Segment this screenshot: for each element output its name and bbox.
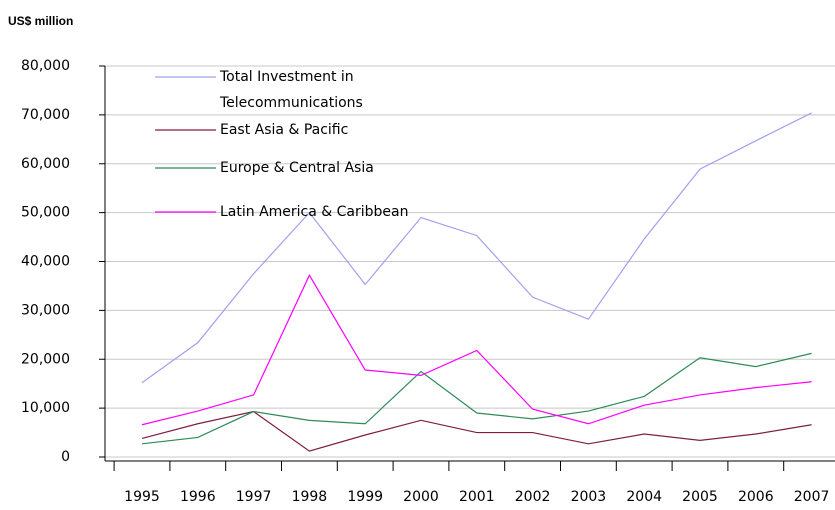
y-tick-label: 80,000: [21, 58, 70, 74]
y-tick-label: 50,000: [21, 205, 70, 221]
y-tick-label: 70,000: [21, 107, 70, 123]
legend-label: East Asia & Pacific: [220, 122, 349, 138]
x-tick-label: 2003: [571, 489, 607, 505]
y-tick-label: 20,000: [21, 351, 70, 367]
x-tick-label: 1998: [292, 489, 328, 505]
legend-label: Latin America & Caribbean: [220, 204, 409, 220]
x-tick-label: 2004: [626, 489, 662, 505]
x-tick-label: 2005: [682, 489, 718, 505]
legend-label: Total Investment in Telecommunications: [220, 69, 363, 111]
x-tick-label: 2006: [738, 489, 774, 505]
series-line: [141, 352, 812, 445]
series-line: [141, 112, 812, 384]
x-tick-label: 1997: [236, 489, 272, 505]
x-tick-label: 1996: [180, 489, 216, 505]
x-tick-label: 2001: [459, 489, 495, 505]
x-tick-label: 1995: [124, 489, 160, 505]
series-line: [141, 273, 812, 426]
x-tick-label: 2000: [403, 489, 439, 505]
x-tick-label: 1999: [347, 489, 383, 505]
y-tick-label: 60,000: [21, 156, 70, 172]
series-line: [141, 410, 812, 452]
x-tick-label: 2007: [794, 489, 830, 505]
y-tick-label: 0: [61, 449, 70, 465]
y-tick-label: 10,000: [21, 400, 70, 416]
x-tick-label: 2002: [515, 489, 551, 505]
y-tick-label: 30,000: [21, 302, 70, 318]
y-tick-label: 40,000: [21, 254, 70, 270]
y-axis-label: US$ million: [8, 14, 73, 28]
legend-label: Europe & Central Asia: [220, 160, 374, 176]
